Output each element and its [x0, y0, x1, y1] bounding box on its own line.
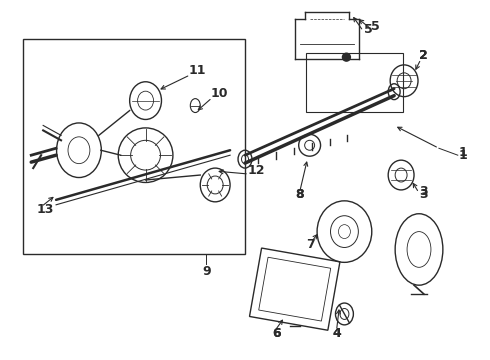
Text: 5: 5	[365, 23, 373, 36]
Text: 4: 4	[333, 327, 341, 340]
Text: 3: 3	[419, 185, 428, 198]
Text: 3: 3	[419, 188, 428, 201]
Text: 6: 6	[272, 327, 280, 340]
Text: 11: 11	[188, 64, 206, 77]
Text: 9: 9	[202, 265, 211, 278]
Bar	[249, 248, 340, 330]
Text: 8: 8	[295, 188, 304, 201]
Text: 2: 2	[419, 49, 428, 63]
Text: 12: 12	[248, 163, 266, 176]
Text: 10: 10	[210, 87, 228, 100]
Text: 8: 8	[295, 188, 304, 201]
Bar	[259, 257, 331, 321]
Text: 2: 2	[419, 49, 428, 63]
Text: 4: 4	[333, 327, 341, 340]
Text: 5: 5	[371, 20, 380, 33]
Bar	[23, 39, 245, 255]
Text: 6: 6	[272, 327, 280, 340]
Text: 13: 13	[36, 203, 53, 216]
Circle shape	[343, 53, 350, 61]
Text: 1: 1	[459, 146, 467, 159]
Text: 7: 7	[306, 238, 315, 251]
Bar	[306, 53, 403, 112]
Text: 1: 1	[459, 149, 467, 162]
